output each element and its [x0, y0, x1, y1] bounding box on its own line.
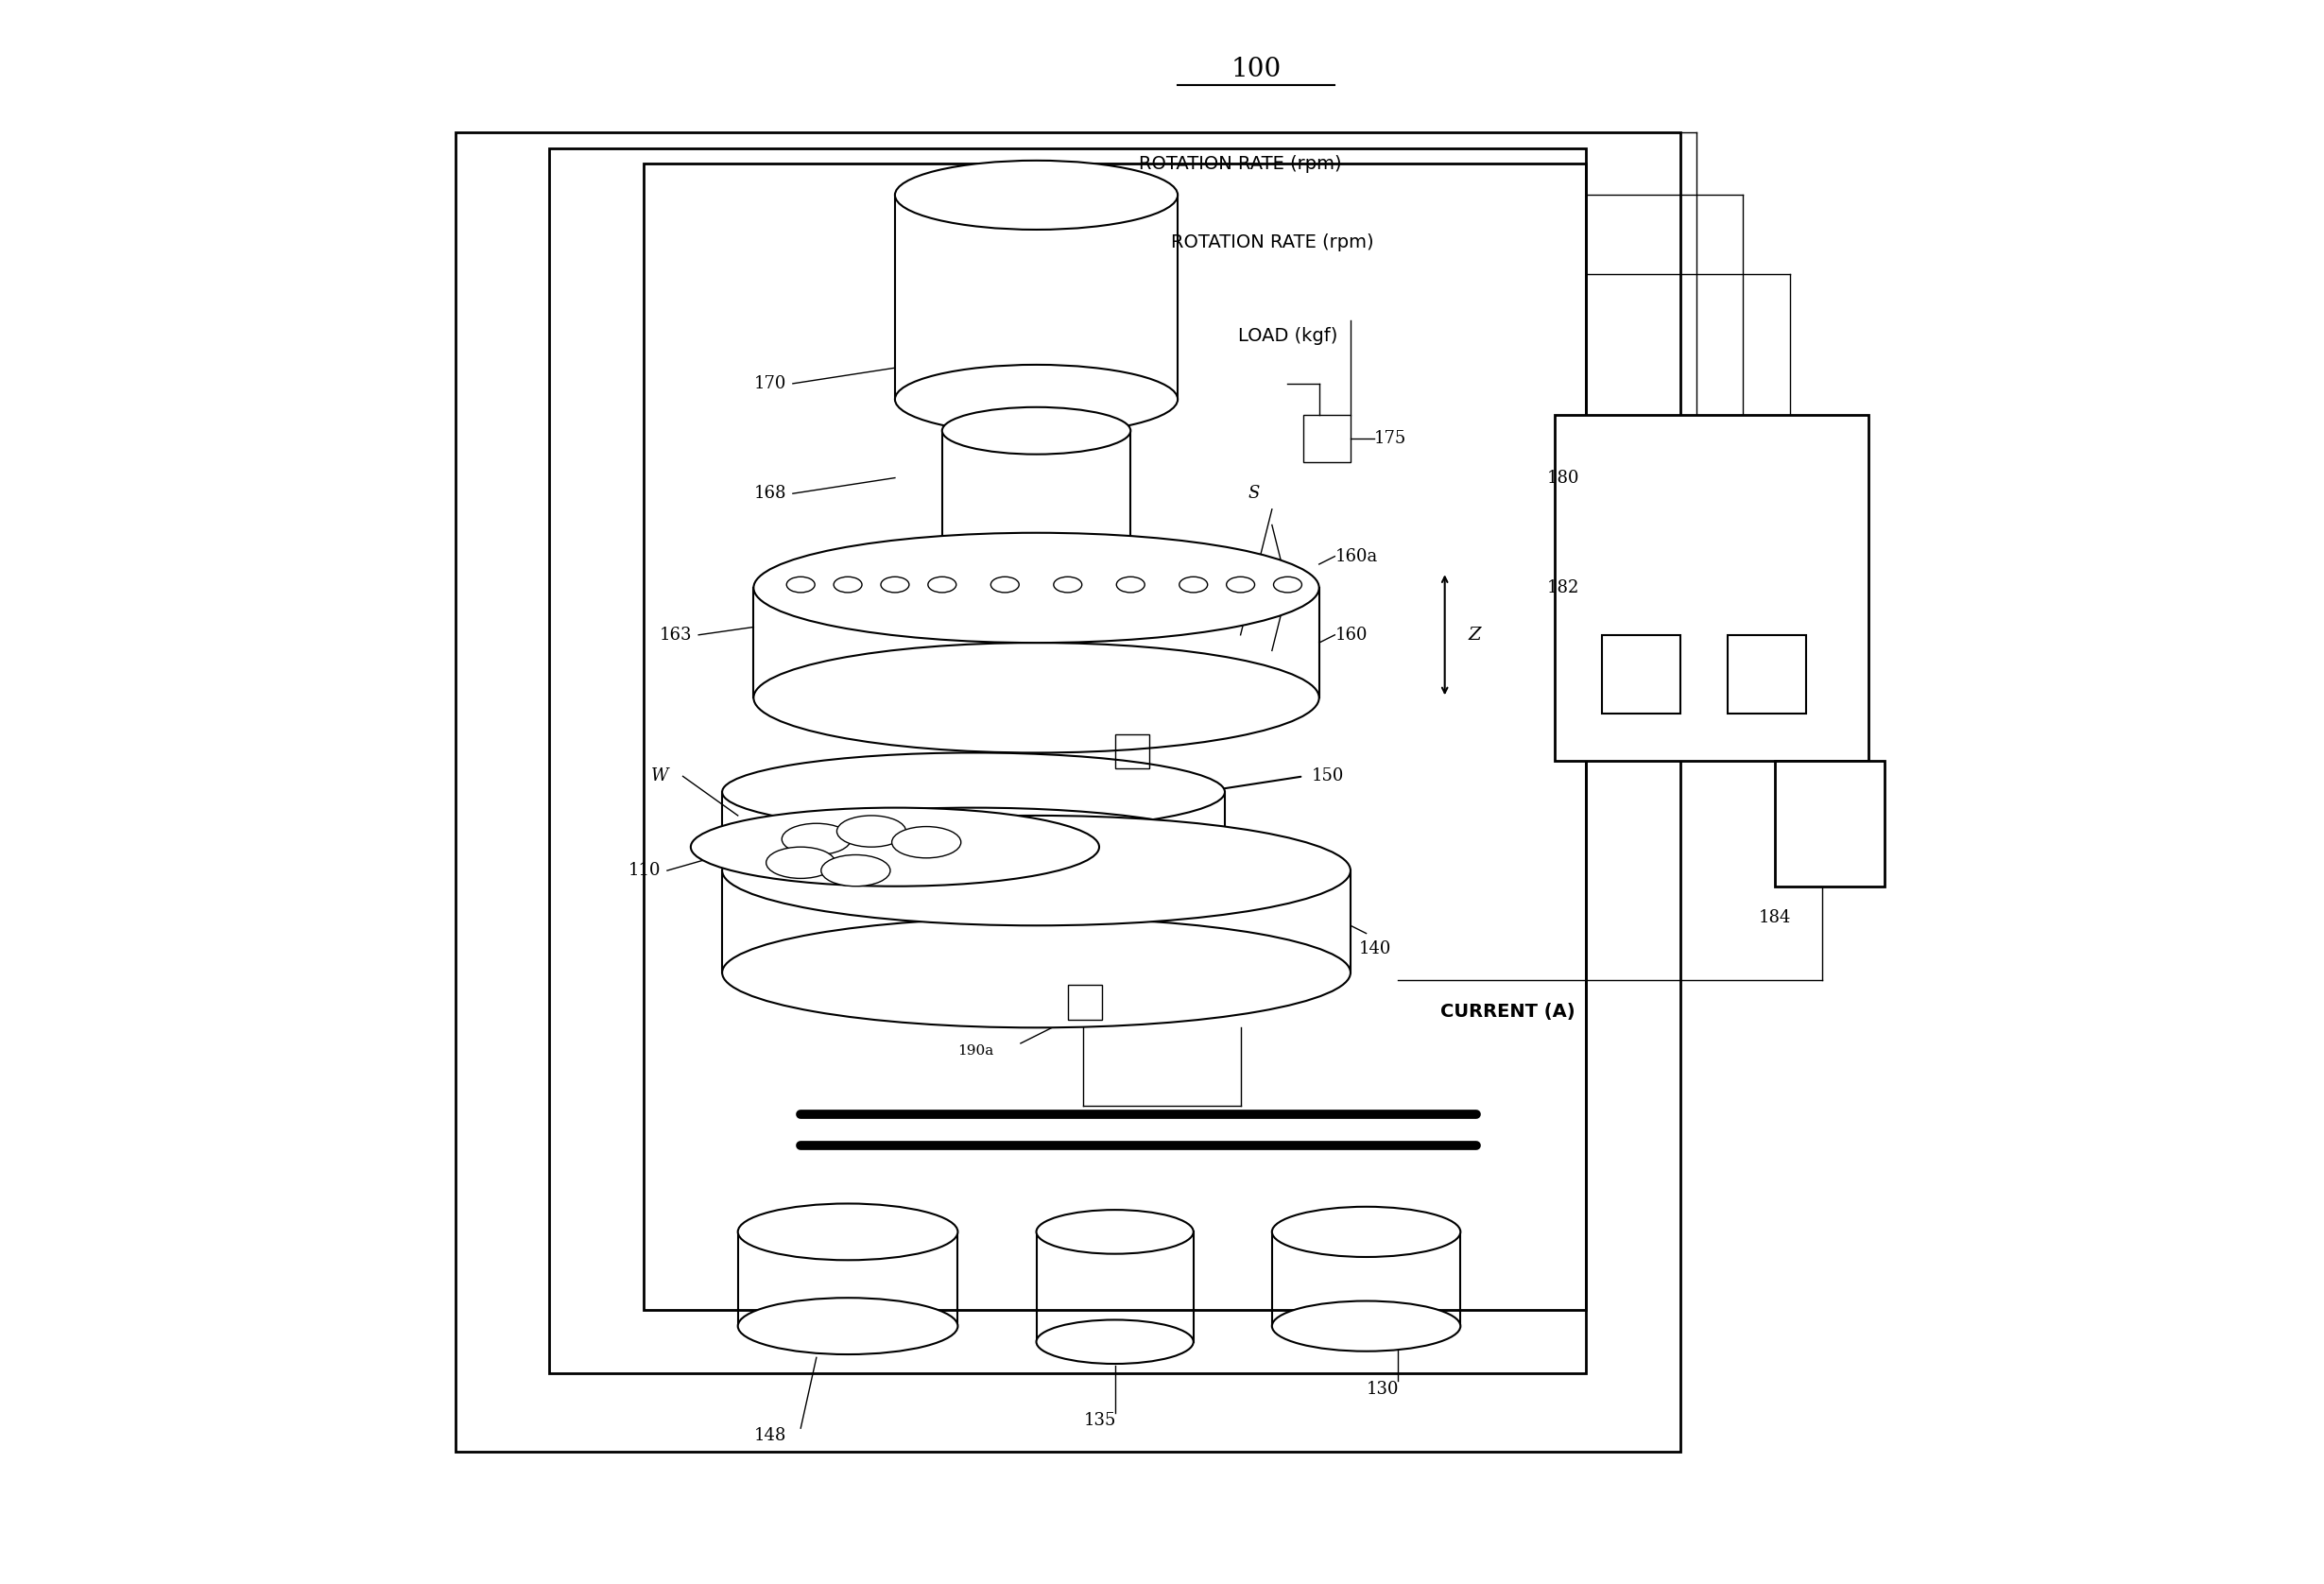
Text: 160: 160	[1334, 626, 1367, 643]
Bar	[1601, 635, 1680, 713]
Ellipse shape	[927, 577, 955, 592]
Ellipse shape	[834, 577, 862, 592]
Text: 148: 148	[753, 1427, 786, 1445]
Ellipse shape	[767, 847, 834, 879]
Text: 150: 150	[1311, 768, 1343, 784]
Bar	[644, 163, 1587, 1310]
Ellipse shape	[1271, 1207, 1459, 1258]
Text: ROTATION RATE (rpm): ROTATION RATE (rpm)	[1139, 155, 1341, 173]
Bar	[548, 147, 1587, 1373]
Text: 180: 180	[1548, 469, 1580, 486]
Ellipse shape	[690, 808, 1099, 887]
Text: ROTATION RATE (rpm): ROTATION RATE (rpm)	[1171, 233, 1373, 252]
Text: 130: 130	[1367, 1380, 1399, 1397]
Ellipse shape	[895, 364, 1178, 434]
Ellipse shape	[723, 808, 1225, 887]
Ellipse shape	[723, 752, 1225, 832]
Text: W: W	[651, 768, 669, 784]
Ellipse shape	[820, 855, 890, 887]
Text: LOAD (kgf): LOAD (kgf)	[1239, 328, 1339, 345]
Ellipse shape	[1037, 1210, 1195, 1255]
Text: 190a: 190a	[957, 1044, 995, 1058]
Text: 135: 135	[1083, 1411, 1116, 1429]
Ellipse shape	[1274, 577, 1301, 592]
Text: 140: 140	[1357, 941, 1390, 958]
Ellipse shape	[1178, 577, 1208, 592]
Ellipse shape	[753, 643, 1320, 752]
Ellipse shape	[990, 577, 1018, 592]
Text: 190b: 190b	[957, 714, 995, 729]
Bar	[1067, 985, 1102, 1020]
Ellipse shape	[753, 532, 1320, 643]
Text: 184: 184	[1759, 909, 1792, 927]
Text: S: S	[1248, 485, 1260, 502]
Text: 170: 170	[753, 375, 786, 393]
Bar	[1555, 415, 1868, 760]
Bar	[1727, 635, 1806, 713]
Text: 110: 110	[627, 862, 660, 879]
Ellipse shape	[1271, 1300, 1459, 1351]
Ellipse shape	[941, 407, 1129, 455]
Ellipse shape	[786, 577, 816, 592]
Ellipse shape	[892, 827, 960, 859]
Bar	[456, 131, 1680, 1453]
Ellipse shape	[837, 816, 906, 847]
Ellipse shape	[737, 1204, 957, 1261]
Text: CURRENT (A): CURRENT (A)	[1441, 1003, 1576, 1022]
Ellipse shape	[1037, 1319, 1195, 1364]
Ellipse shape	[895, 160, 1178, 230]
Ellipse shape	[723, 816, 1350, 925]
Ellipse shape	[781, 824, 851, 855]
Bar	[1116, 733, 1150, 768]
Ellipse shape	[1053, 577, 1083, 592]
Text: 160a: 160a	[1334, 548, 1378, 565]
Ellipse shape	[737, 1297, 957, 1354]
Ellipse shape	[1227, 577, 1255, 592]
Text: 182: 182	[1548, 580, 1580, 596]
Bar	[1776, 760, 1885, 887]
Ellipse shape	[1116, 577, 1146, 592]
Text: 175: 175	[1373, 429, 1406, 447]
Text: 100: 100	[1232, 57, 1281, 82]
Ellipse shape	[723, 917, 1350, 1028]
Text: Z: Z	[1469, 626, 1480, 643]
Text: 168: 168	[753, 485, 786, 502]
Bar	[1304, 415, 1350, 463]
Text: 163: 163	[660, 626, 693, 643]
Ellipse shape	[881, 577, 909, 592]
